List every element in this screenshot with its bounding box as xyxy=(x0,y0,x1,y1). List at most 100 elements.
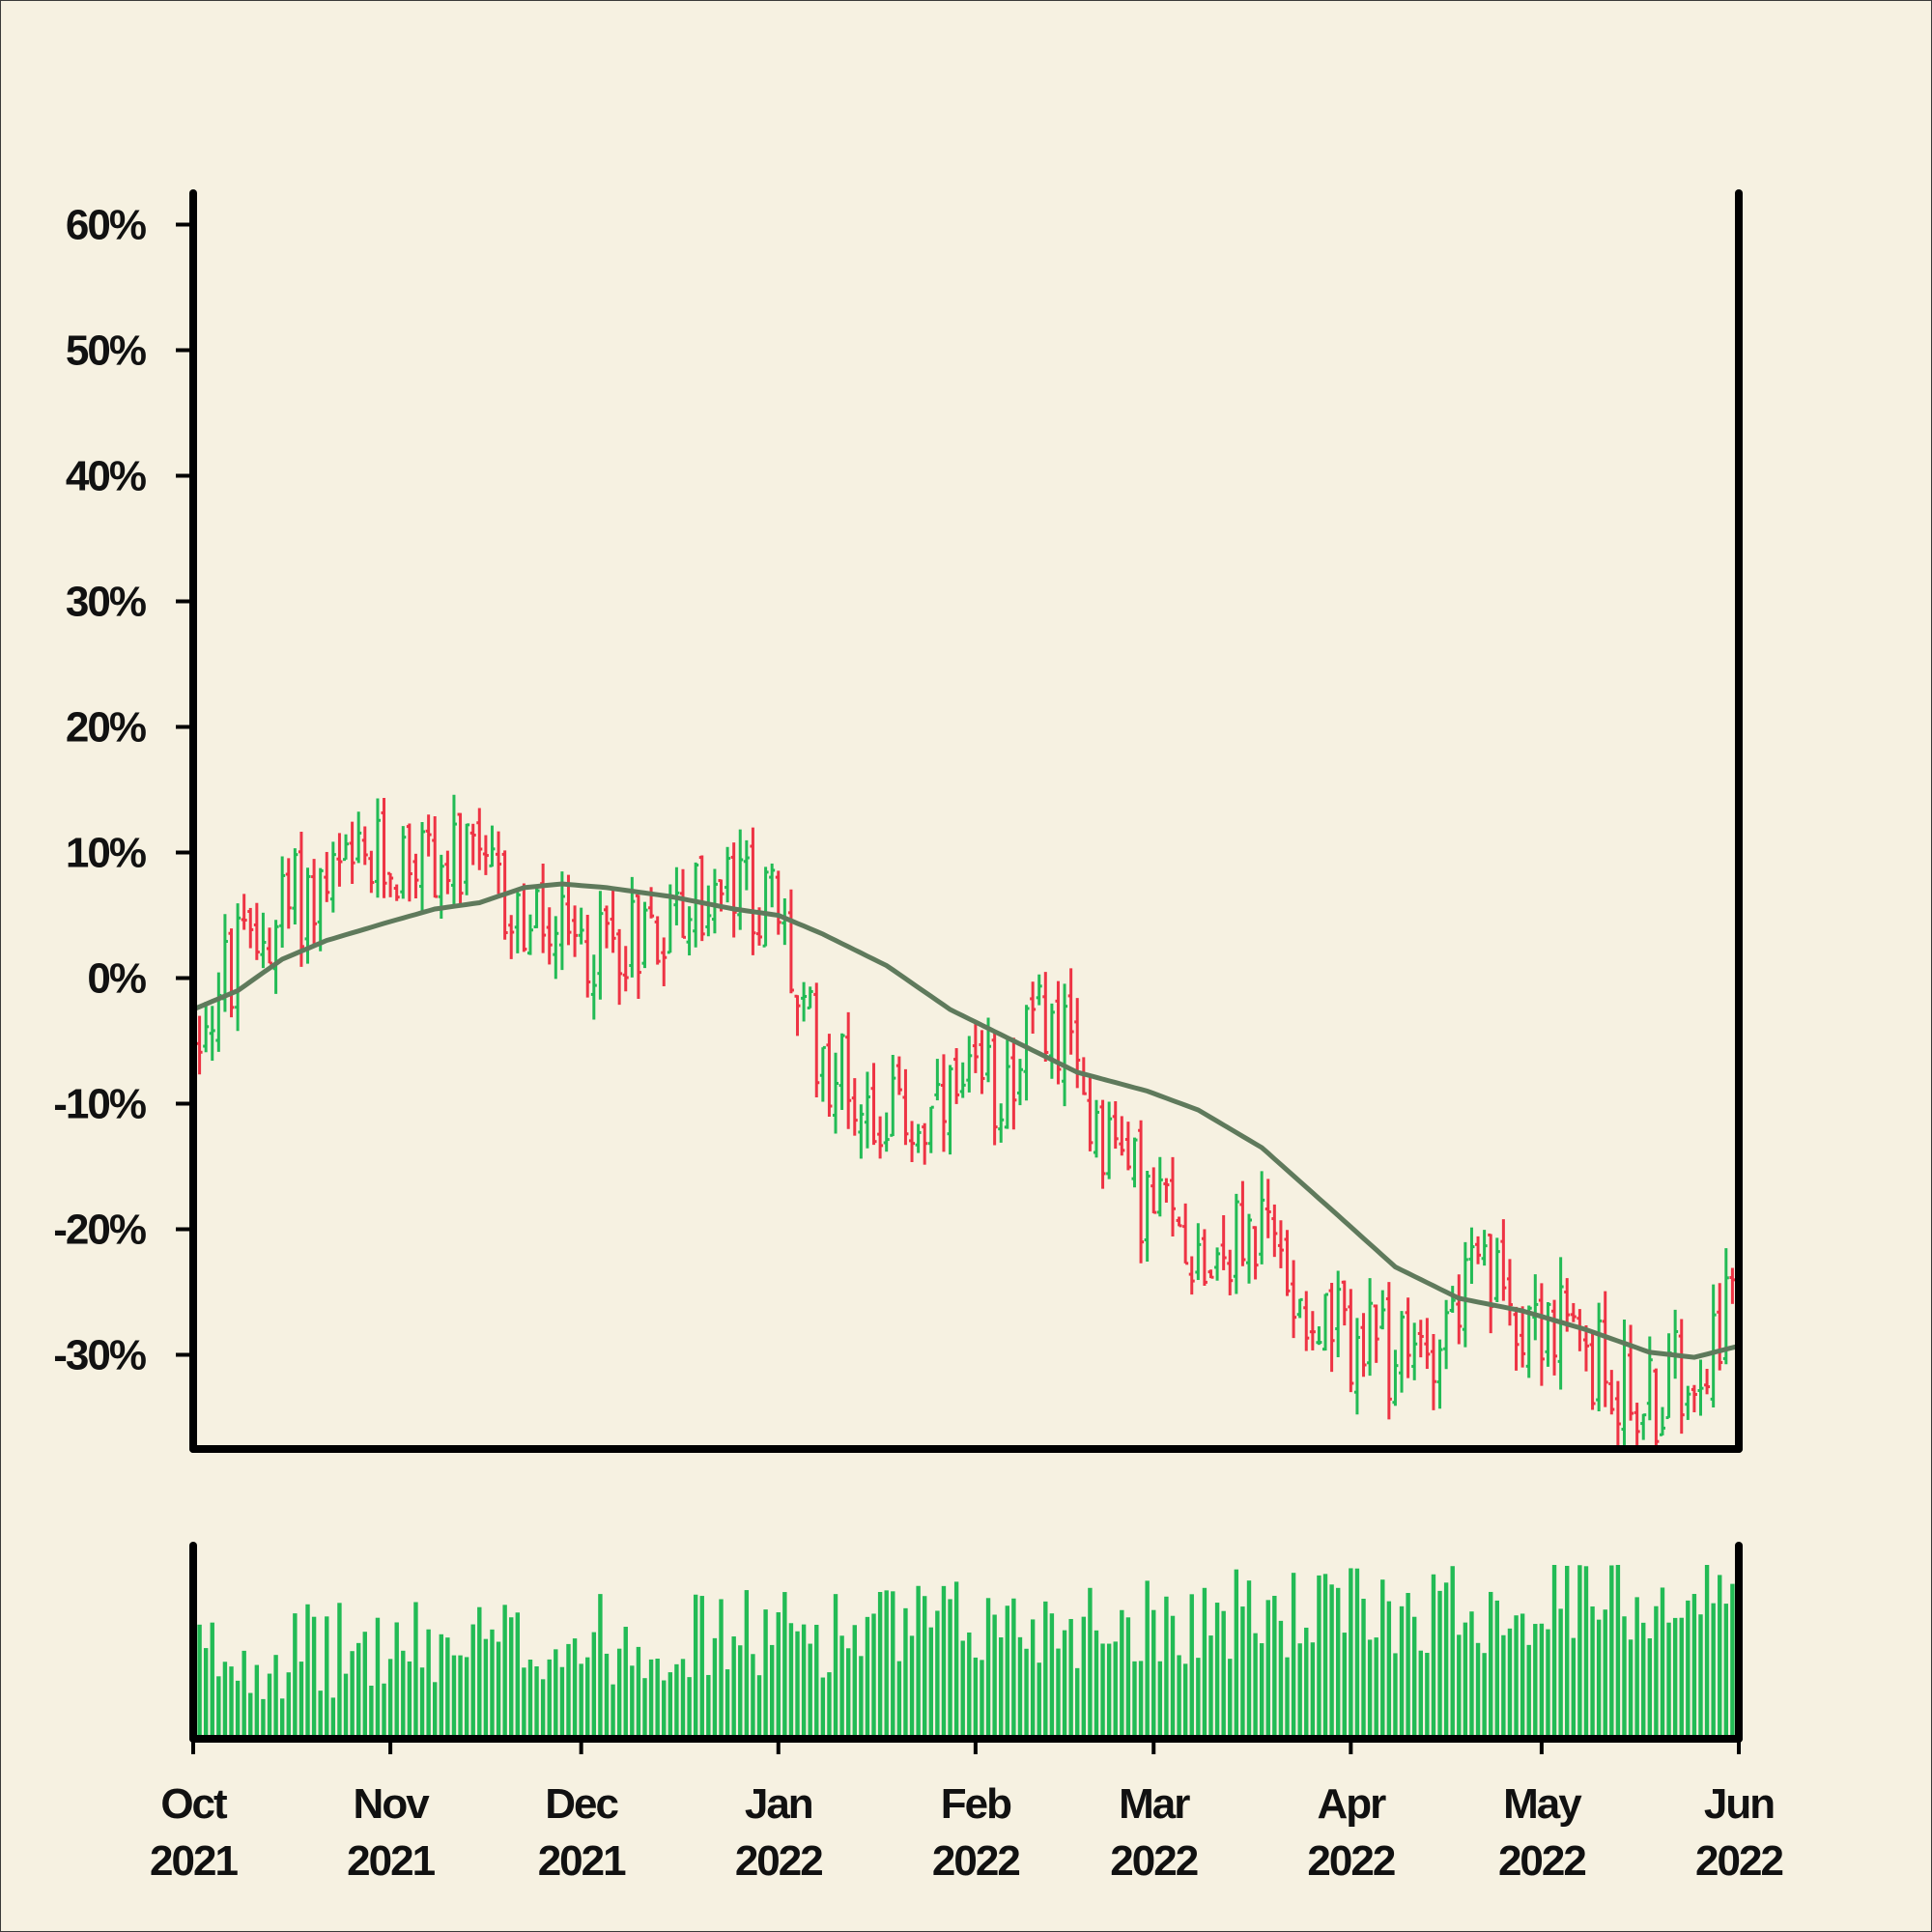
x-tick-label-year: 2022 xyxy=(1307,1837,1394,1885)
volume-bar xyxy=(1571,1637,1577,1739)
volume-bar xyxy=(1164,1596,1169,1739)
volume-bar xyxy=(1322,1574,1328,1739)
volume-bar xyxy=(242,1650,246,1739)
volume-bar xyxy=(1030,1619,1036,1739)
volume-bar xyxy=(1654,1605,1659,1739)
volume-bar xyxy=(439,1634,443,1739)
volume-bar xyxy=(896,1661,902,1739)
volume-bar xyxy=(980,1660,984,1739)
volume-bar xyxy=(1094,1630,1099,1739)
volume-bar xyxy=(1367,1639,1373,1739)
volume-bar xyxy=(706,1674,711,1739)
volume-bar xyxy=(273,1655,278,1739)
volume-bar xyxy=(642,1678,647,1739)
volume-bar xyxy=(1177,1655,1181,1739)
volume-bar xyxy=(559,1666,565,1739)
volume-bar xyxy=(1418,1650,1423,1739)
volume-bar xyxy=(852,1625,857,1739)
volume-bar xyxy=(769,1644,775,1739)
volume-bar xyxy=(1100,1643,1105,1739)
volume-bar xyxy=(318,1690,323,1739)
y-tick-label: 20% xyxy=(66,704,146,752)
y-tick-label: -10% xyxy=(53,1081,146,1128)
volume-bar xyxy=(1482,1653,1487,1739)
volume-bar xyxy=(1596,1619,1602,1739)
volume-bar xyxy=(350,1651,355,1739)
volume-bar xyxy=(871,1613,876,1739)
volume-bar xyxy=(1641,1622,1646,1739)
volume-bar xyxy=(375,1617,381,1739)
volume-bar xyxy=(325,1616,329,1739)
y-tick-label: 30% xyxy=(66,579,146,626)
x-tick-label-month: Jun xyxy=(1704,1780,1774,1828)
volume-bar xyxy=(1005,1605,1009,1739)
volume-bar xyxy=(534,1666,539,1739)
volume-bar xyxy=(680,1659,686,1739)
volume-bar xyxy=(1113,1641,1118,1739)
volume-bar xyxy=(203,1648,209,1739)
volume-bar xyxy=(1634,1597,1639,1739)
x-tick-label-month: Apr xyxy=(1317,1780,1386,1828)
volume-bar xyxy=(909,1635,915,1739)
volume-bar xyxy=(751,1654,755,1739)
volume-bar xyxy=(1208,1635,1213,1739)
volume-bar xyxy=(687,1677,692,1739)
volume-bar xyxy=(311,1616,317,1739)
volume-bar xyxy=(788,1623,794,1739)
volume-bar xyxy=(1304,1627,1309,1739)
volume-bar xyxy=(1615,1565,1621,1739)
volume-bar xyxy=(1374,1637,1378,1739)
volume-bar xyxy=(401,1650,406,1739)
volume-bar xyxy=(1278,1620,1284,1739)
volume-bar xyxy=(1457,1634,1462,1739)
volume-bar xyxy=(496,1641,501,1739)
volume-bar xyxy=(1730,1583,1735,1739)
volume-bar xyxy=(1507,1628,1513,1739)
volume-bar xyxy=(1329,1584,1334,1739)
volume-panel xyxy=(190,1565,1742,1739)
x-tick-label-year: 2021 xyxy=(150,1837,238,1885)
volume-bar xyxy=(522,1667,526,1739)
volume-bar xyxy=(1075,1667,1080,1739)
volume-bar xyxy=(1501,1634,1506,1739)
volume-bar xyxy=(1354,1568,1360,1739)
volume-bar xyxy=(1189,1594,1194,1739)
volume-bar xyxy=(948,1599,952,1739)
volume-bar xyxy=(433,1682,438,1739)
volume-bar xyxy=(426,1629,431,1739)
x-tick-label-month: Jan xyxy=(745,1780,812,1828)
volume-bar xyxy=(509,1617,514,1739)
volume-bar xyxy=(337,1603,342,1739)
volume-bar xyxy=(210,1622,214,1739)
price-panel xyxy=(192,794,1740,1449)
volume-bar xyxy=(756,1675,762,1739)
volume-bar xyxy=(1125,1617,1131,1739)
volume-bar xyxy=(1335,1587,1341,1739)
volume-bar xyxy=(1463,1622,1468,1739)
y-tick-label: -30% xyxy=(53,1332,146,1379)
volume-bar xyxy=(1577,1565,1582,1739)
volume-bar xyxy=(1539,1623,1545,1739)
volume-bar xyxy=(1310,1642,1316,1739)
volume-bar xyxy=(1443,1582,1449,1739)
volume-bar xyxy=(1342,1633,1347,1739)
volume-bar xyxy=(1475,1642,1481,1739)
volume-bar xyxy=(1043,1601,1048,1739)
volume-bar xyxy=(451,1655,457,1739)
x-tick-label-year: 2022 xyxy=(932,1837,1019,1885)
ohlc-bars xyxy=(193,794,1739,1449)
volume-bar xyxy=(845,1648,851,1739)
volume-bar xyxy=(1411,1616,1417,1739)
volume-bar xyxy=(419,1667,425,1739)
volume-bar xyxy=(923,1596,927,1739)
volume-bar xyxy=(1145,1580,1150,1739)
volume-bar xyxy=(865,1616,870,1739)
volume-bar xyxy=(387,1659,393,1739)
volume-bar xyxy=(776,1612,781,1739)
volume-bar xyxy=(1679,1617,1684,1739)
x-tick-label-year: 2021 xyxy=(538,1837,626,1885)
volume-bar xyxy=(248,1692,253,1739)
volume-bar xyxy=(1017,1636,1023,1739)
volume-bar xyxy=(464,1657,469,1739)
x-tick-label-month: Feb xyxy=(941,1780,1011,1828)
